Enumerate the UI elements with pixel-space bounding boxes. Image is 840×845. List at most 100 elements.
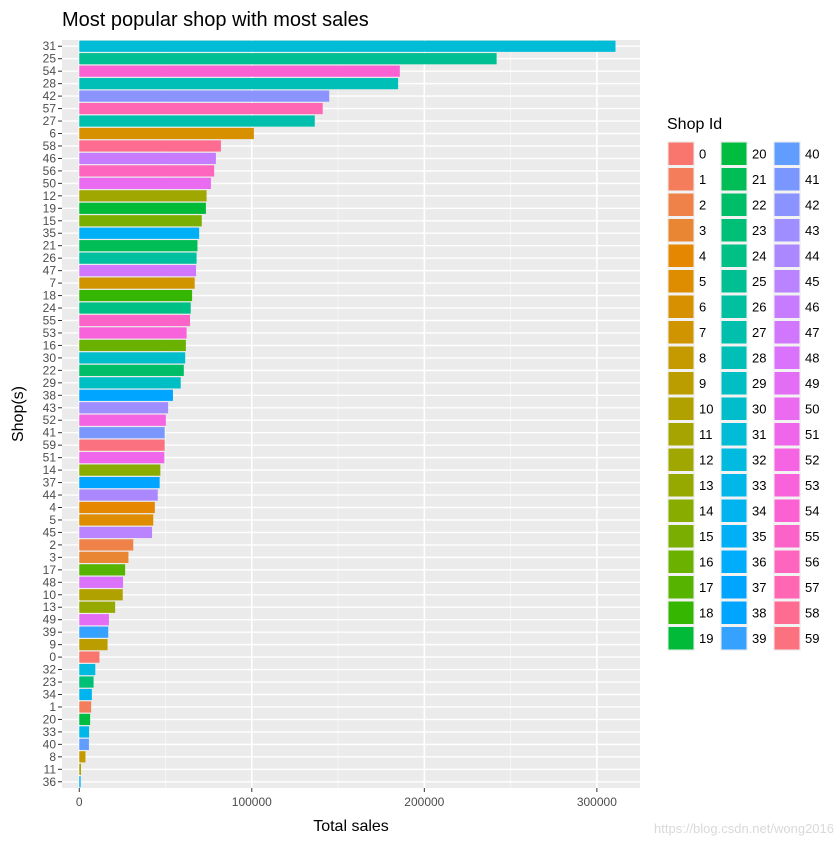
- bar-shop-33: [79, 726, 90, 738]
- y-tick-label: 35: [43, 226, 57, 240]
- legend-swatch-43: [774, 219, 800, 242]
- bar-shop-40: [79, 738, 89, 750]
- legend-swatch-32: [721, 448, 747, 471]
- bar-shop-44: [79, 489, 158, 501]
- bar-shop-30: [79, 352, 186, 364]
- bar-shop-53: [79, 327, 187, 339]
- bar-shop-14: [79, 464, 161, 476]
- bar-shop-51: [79, 452, 165, 464]
- legend-swatch-13: [668, 474, 694, 497]
- y-tick-label: 24: [43, 301, 57, 315]
- y-tick-label: 23: [43, 675, 57, 689]
- y-tick-label: 19: [43, 201, 57, 215]
- legend-label-31: 31: [752, 427, 766, 442]
- y-tick-label: 40: [43, 737, 57, 751]
- y-tick-label: 52: [43, 413, 57, 427]
- legend-label-37: 37: [752, 580, 766, 595]
- legend-swatch-24: [721, 244, 747, 267]
- legend-label-3: 3: [699, 223, 706, 238]
- legend-label-17: 17: [699, 580, 713, 595]
- legend-swatch-46: [774, 295, 800, 318]
- y-tick-label: 13: [43, 600, 57, 614]
- legend-label-36: 36: [752, 554, 766, 569]
- legend-swatch-3: [668, 219, 694, 242]
- y-tick-label: 48: [43, 575, 57, 589]
- legend: Shop Id 01234567891011121314151617181920…: [667, 116, 819, 651]
- y-tick-label: 44: [43, 488, 57, 502]
- legend-label-7: 7: [699, 325, 706, 340]
- legend-swatch-38: [721, 601, 747, 624]
- y-tick-label: 14: [43, 463, 57, 477]
- y-tick-label: 54: [43, 64, 57, 78]
- bar-shop-49: [79, 614, 109, 626]
- legend-swatch-8: [668, 346, 694, 369]
- legend-swatch-16: [668, 550, 694, 573]
- legend-label-11: 11: [699, 427, 713, 442]
- y-tick-label: 22: [43, 363, 57, 377]
- bar-shop-26: [79, 252, 197, 264]
- legend-swatch-23: [721, 219, 747, 242]
- y-tick-label: 18: [43, 289, 57, 303]
- y-tick-label: 28: [43, 77, 57, 91]
- legend-label-38: 38: [752, 605, 766, 620]
- y-tick-label: 2: [49, 538, 56, 552]
- legend-swatch-47: [774, 321, 800, 344]
- legend-label-44: 44: [805, 248, 819, 263]
- y-tick-label: 30: [43, 351, 57, 365]
- legend-swatch-27: [721, 321, 747, 344]
- y-tick-label: 39: [43, 625, 57, 639]
- bar-shop-18: [79, 289, 193, 302]
- y-tick-label: 15: [43, 214, 57, 228]
- bar-shop-37: [79, 476, 160, 489]
- bar-shop-7: [79, 277, 195, 289]
- x-axis-label: Total sales: [313, 818, 389, 835]
- y-tick-label: 51: [43, 451, 57, 465]
- legend-label-8: 8: [699, 350, 706, 365]
- legend-swatch-59: [774, 627, 800, 650]
- chart-title: Most popular shop with most sales: [62, 9, 369, 31]
- y-tick-label: 57: [43, 102, 57, 116]
- legend-label-24: 24: [752, 248, 766, 263]
- bar-shop-47: [79, 265, 197, 277]
- legend-swatch-28: [721, 346, 747, 369]
- legend-swatch-20: [721, 142, 747, 165]
- y-tick-label: 41: [43, 426, 57, 440]
- legend-label-12: 12: [699, 452, 713, 467]
- legend-label-9: 9: [699, 376, 706, 391]
- y-tick-label: 20: [43, 712, 57, 726]
- bar-shop-34: [79, 688, 92, 701]
- y-axis-ticks: 3125542842572765846565012191535212647718…: [43, 39, 62, 789]
- bar-shop-39: [79, 626, 109, 638]
- legend-swatch-33: [721, 474, 747, 497]
- watermark: https://blog.csdn.net/wong2016: [654, 821, 834, 836]
- legend-swatch-9: [668, 372, 694, 395]
- legend-label-58: 58: [805, 605, 819, 620]
- legend-label-35: 35: [752, 529, 766, 544]
- legend-label-18: 18: [699, 605, 713, 620]
- legend-label-5: 5: [699, 274, 706, 289]
- legend-label-2: 2: [699, 197, 706, 212]
- legend-label-54: 54: [805, 503, 819, 518]
- bar-shop-42: [79, 90, 330, 102]
- legend-label-15: 15: [699, 529, 713, 544]
- legend-swatch-5: [668, 270, 694, 293]
- y-tick-label: 6: [49, 127, 56, 141]
- legend-swatch-30: [721, 397, 747, 420]
- legend-label-33: 33: [752, 478, 766, 493]
- bar-shop-12: [79, 190, 207, 202]
- bar-shop-35: [79, 227, 200, 239]
- legend-label-30: 30: [752, 401, 766, 416]
- y-tick-label: 55: [43, 314, 57, 328]
- y-tick-label: 17: [43, 563, 57, 577]
- bar-shop-25: [79, 53, 497, 65]
- legend-label-6: 6: [699, 299, 706, 314]
- legend-label-0: 0: [699, 146, 706, 161]
- bar-shop-56: [79, 165, 215, 177]
- bar-shop-11: [79, 763, 81, 775]
- legend-label-19: 19: [699, 631, 713, 646]
- x-tick-label: 300000: [577, 795, 617, 809]
- y-tick-label: 9: [49, 638, 56, 652]
- bar-shop-21: [79, 240, 198, 252]
- legend-label-22: 22: [752, 197, 766, 212]
- legend-label-26: 26: [752, 299, 766, 314]
